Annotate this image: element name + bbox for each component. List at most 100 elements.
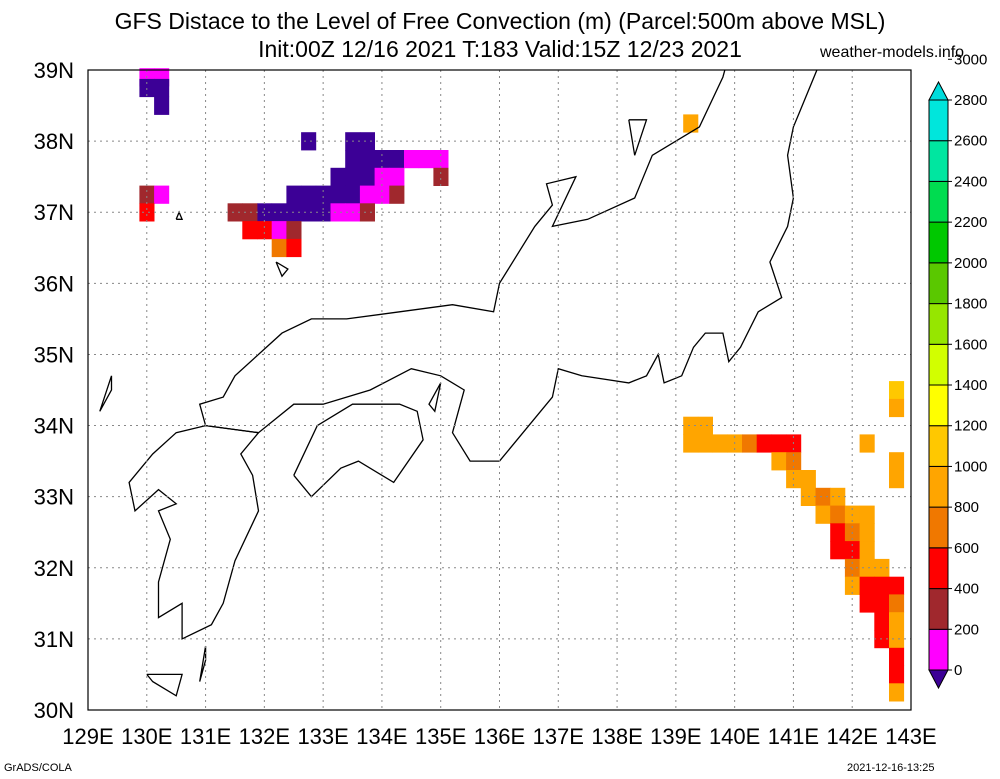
- coastline: [293, 403, 424, 498]
- field-cell: [889, 381, 905, 400]
- field-cell: [404, 150, 420, 169]
- lon-tick-label: 142E: [827, 724, 878, 749]
- lon-tick-label: 132E: [239, 724, 290, 749]
- field-cell: [800, 470, 816, 489]
- field-cell: [374, 167, 390, 186]
- field-cell: [889, 398, 905, 418]
- lat-tick-label: 34N: [34, 414, 74, 439]
- lon-tick-label: 133E: [297, 724, 348, 749]
- colorbar-box: [928, 425, 949, 467]
- field-cell: [389, 167, 405, 186]
- field-cell: [859, 541, 875, 560]
- field-cell: [874, 612, 890, 631]
- coastline: [175, 210, 184, 220]
- field-cell: [242, 221, 258, 240]
- colorbar-box: [928, 262, 949, 305]
- colorbar-tick-label: 1800: [954, 296, 987, 313]
- field-cell: [844, 576, 860, 595]
- lat-tick-label: 33N: [34, 485, 74, 510]
- field-cell: [374, 185, 390, 204]
- lat-tick-label: 31N: [34, 627, 74, 652]
- field-cell: [330, 185, 346, 204]
- field-cell: [154, 96, 170, 115]
- field-cell: [830, 487, 846, 506]
- field-cell: [257, 203, 273, 222]
- field-cell: [771, 452, 787, 471]
- lon-tick-label: 130E: [121, 724, 172, 749]
- colorbar-tick-label: 0: [954, 662, 962, 679]
- lat-tick-label: 36N: [34, 271, 74, 296]
- field-cell: [389, 150, 405, 169]
- field-cell: [139, 203, 155, 222]
- field-cell: [889, 647, 905, 666]
- lat-tick-label: 38N: [34, 129, 74, 154]
- field-cell: [418, 150, 434, 169]
- field-cell: [815, 505, 831, 524]
- colorbar-labels: 0 200 400 600 800 1000 1200 1400 1600 1800 2000 220…: [948, 51, 987, 679]
- field-cell: [859, 505, 875, 524]
- field-cell: [359, 167, 375, 186]
- colorbar-box: [928, 221, 949, 264]
- colorbar-tick-label: 2000: [954, 255, 987, 272]
- colorbar-box: [928, 140, 949, 182]
- colorbar-box: [928, 180, 949, 223]
- field-cell: [139, 185, 155, 204]
- field-cell: [154, 185, 170, 204]
- coastline: [198, 70, 818, 462]
- field-cell: [301, 185, 317, 204]
- field-cell: [345, 185, 361, 204]
- lat-tick-label: 39N: [34, 58, 74, 83]
- field-cell: [889, 612, 905, 631]
- field-cell: [330, 167, 346, 186]
- field-cell: [771, 434, 787, 453]
- field-cell: [345, 150, 361, 169]
- colorbar-tick-label: 1200: [954, 418, 987, 435]
- field-cell: [815, 487, 831, 506]
- field-cell: [859, 558, 875, 578]
- colorbar-box: [928, 303, 949, 345]
- colorbar-tick-label: 1000: [954, 458, 987, 475]
- credit-label: GrADS/COLA: [4, 762, 72, 774]
- lon-tick-label: 131E: [180, 724, 231, 749]
- coastline: [128, 424, 260, 640]
- field-cell: [889, 576, 905, 595]
- map-subtitle: Init:00Z 12/16 2021 T:183 Valid:15Z 12/2…: [258, 36, 742, 62]
- field-cell: [830, 541, 846, 560]
- colorbar-box: [928, 628, 949, 671]
- field-cell: [683, 434, 699, 453]
- coastline: [99, 375, 113, 412]
- field-cell: [242, 203, 258, 222]
- coastline: [428, 382, 442, 413]
- colorbar-tick-label: 800: [954, 499, 979, 516]
- lon-tick-label: 129E: [62, 724, 113, 749]
- colorbar-tick-label: 2400: [954, 173, 987, 190]
- field-cell: [889, 665, 905, 684]
- lon-tick-label: 139E: [650, 724, 701, 749]
- field-cell: [712, 434, 728, 453]
- field-cell: [683, 416, 699, 435]
- colorbar-box: [928, 343, 949, 386]
- lon-tick-label: 140E: [709, 724, 760, 749]
- lon-tick-label: 136E: [474, 724, 525, 749]
- field-cell: [359, 185, 375, 204]
- colorbar-box: [928, 506, 949, 549]
- field-cell: [697, 416, 713, 435]
- lon-tick-label: 134E: [356, 724, 407, 749]
- lat-tick-label: 32N: [34, 556, 74, 581]
- field-cell: [227, 203, 243, 222]
- colorbar: [928, 80, 949, 690]
- field-cell: [874, 576, 890, 595]
- lon-tick-label: 135E: [415, 724, 466, 749]
- field-cell: [345, 167, 361, 186]
- field-cell: [301, 132, 317, 151]
- coastline: [628, 119, 648, 156]
- field-cell: [859, 434, 875, 453]
- field-cell: [697, 434, 713, 453]
- coastline: [199, 645, 207, 682]
- field-cell: [889, 452, 905, 471]
- colorbar-max-arrow: [928, 80, 949, 101]
- coastline: [275, 261, 289, 278]
- colorbar-tick-label: 2600: [954, 133, 987, 150]
- field-cell: [374, 150, 390, 169]
